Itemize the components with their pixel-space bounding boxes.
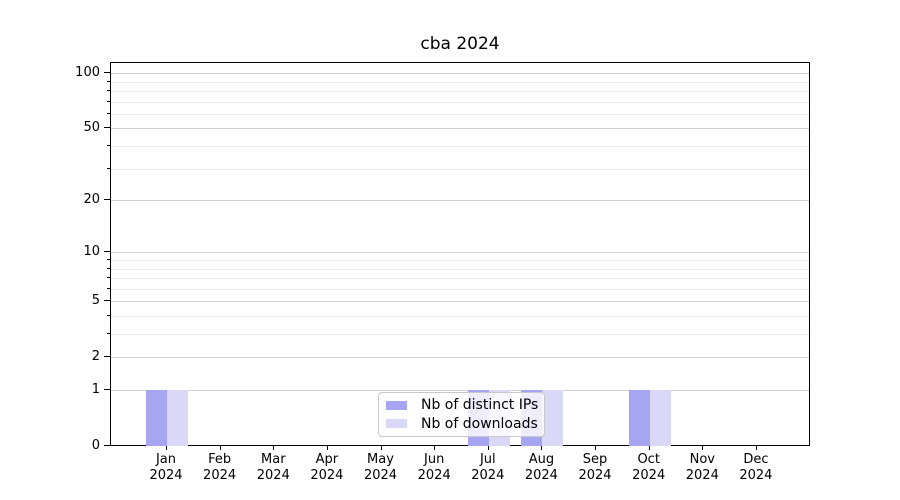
y-tick-label: 50 — [83, 119, 100, 135]
y-tick-label: 100 — [75, 64, 100, 80]
y-tick-label: 0 — [91, 437, 100, 453]
gridline-major — [111, 252, 809, 254]
x-tick — [166, 446, 167, 450]
y-tick-minor — [107, 277, 110, 278]
y-tick-label: 5 — [91, 292, 100, 308]
y-tick-major — [104, 72, 110, 74]
y-tick-major — [104, 199, 110, 201]
legend: Nb of distinct IPs Nb of downloads — [378, 392, 545, 437]
gridline-major — [111, 357, 809, 359]
gridline-major — [111, 200, 809, 202]
x-tick-label: Aug 2024 — [524, 452, 558, 483]
y-tick-minor — [107, 287, 110, 289]
y-tick-label: 20 — [83, 191, 100, 207]
gridline-minor — [111, 91, 809, 92]
gridline-minor — [111, 146, 809, 147]
x-tick-label: Feb 2024 — [203, 452, 237, 483]
gridline-minor — [111, 278, 809, 279]
x-tick-label: Mar 2024 — [256, 452, 290, 483]
gridline-minor — [111, 168, 809, 170]
gridline-minor — [111, 81, 809, 83]
gridline-major — [111, 301, 809, 303]
y-tick-major — [104, 300, 110, 302]
x-tick-label: Jun 2024 — [417, 452, 451, 483]
y-tick-minor — [107, 112, 110, 114]
y-tick-major — [104, 356, 110, 358]
y-tick-label: 10 — [83, 243, 100, 259]
gridline-minor — [111, 316, 809, 317]
plot-area — [110, 62, 810, 446]
x-tick — [434, 446, 436, 450]
x-tick — [648, 446, 650, 450]
x-tick — [380, 446, 382, 450]
bar-nb-of-downloads-jan-2024 — [167, 390, 188, 446]
y-tick-minor — [107, 167, 110, 169]
bar-nb-of-downloads-oct-2024 — [649, 390, 671, 446]
gridline-major — [111, 73, 809, 75]
y-tick-label: 2 — [91, 348, 100, 364]
x-tick-label: Jul 2024 — [471, 452, 505, 483]
y-tick-minor — [107, 315, 110, 316]
legend-label-downloads: Nb of downloads — [421, 415, 538, 432]
legend-label-distinct-ips: Nb of distinct IPs — [421, 397, 539, 414]
y-tick-minor — [107, 100, 110, 102]
chart-title: cba 2024 — [420, 34, 500, 54]
y-tick-minor — [107, 90, 110, 91]
y-tick-minor — [107, 145, 110, 146]
x-tick-label: May 2024 — [363, 452, 398, 483]
gridline-minor — [111, 268, 809, 270]
x-tick-label: Sep 2024 — [578, 452, 612, 483]
x-tick-label: Nov 2024 — [685, 452, 719, 483]
x-tick — [487, 446, 489, 450]
x-tick — [755, 446, 757, 450]
gridline-major — [111, 128, 809, 130]
y-tick-label: 1 — [91, 381, 100, 397]
x-tick — [219, 446, 221, 450]
bar-nb-of-downloads-aug-2024 — [542, 390, 564, 446]
x-tick-label: Oct 2024 — [632, 452, 666, 483]
y-tick-major — [104, 127, 110, 129]
bar-nb-of-distinct-ips-jan-2024 — [146, 390, 167, 446]
legend-item-distinct-ips: Nb of distinct IPs — [386, 397, 539, 414]
x-tick-label: Jan 2024 — [149, 452, 183, 483]
y-tick-major — [104, 389, 110, 390]
x-tick — [326, 446, 328, 450]
gridline-major — [111, 390, 809, 391]
y-tick-minor — [107, 333, 110, 334]
x-tick-label: Apr 2024 — [310, 452, 344, 483]
legend-item-downloads: Nb of downloads — [386, 415, 538, 432]
x-tick — [273, 446, 275, 450]
gridline-minor — [111, 334, 809, 335]
y-tick-minor — [107, 80, 110, 82]
y-tick-major — [104, 251, 110, 253]
gridline-minor — [111, 288, 809, 290]
y-tick-minor — [107, 259, 110, 260]
y-tick-major — [104, 445, 110, 446]
bar-nb-of-distinct-ips-oct-2024 — [628, 390, 650, 446]
x-tick — [541, 446, 543, 450]
gridline-minor — [111, 260, 809, 261]
gridline-minor — [111, 101, 809, 103]
legend-swatch-distinct-ips-icon — [386, 400, 407, 410]
x-tick-label: Dec 2024 — [739, 452, 773, 483]
y-tick-minor — [107, 267, 110, 269]
legend-swatch-downloads-icon — [386, 419, 407, 429]
x-tick — [702, 446, 704, 450]
x-tick — [595, 446, 596, 450]
gridline-minor — [111, 113, 809, 115]
